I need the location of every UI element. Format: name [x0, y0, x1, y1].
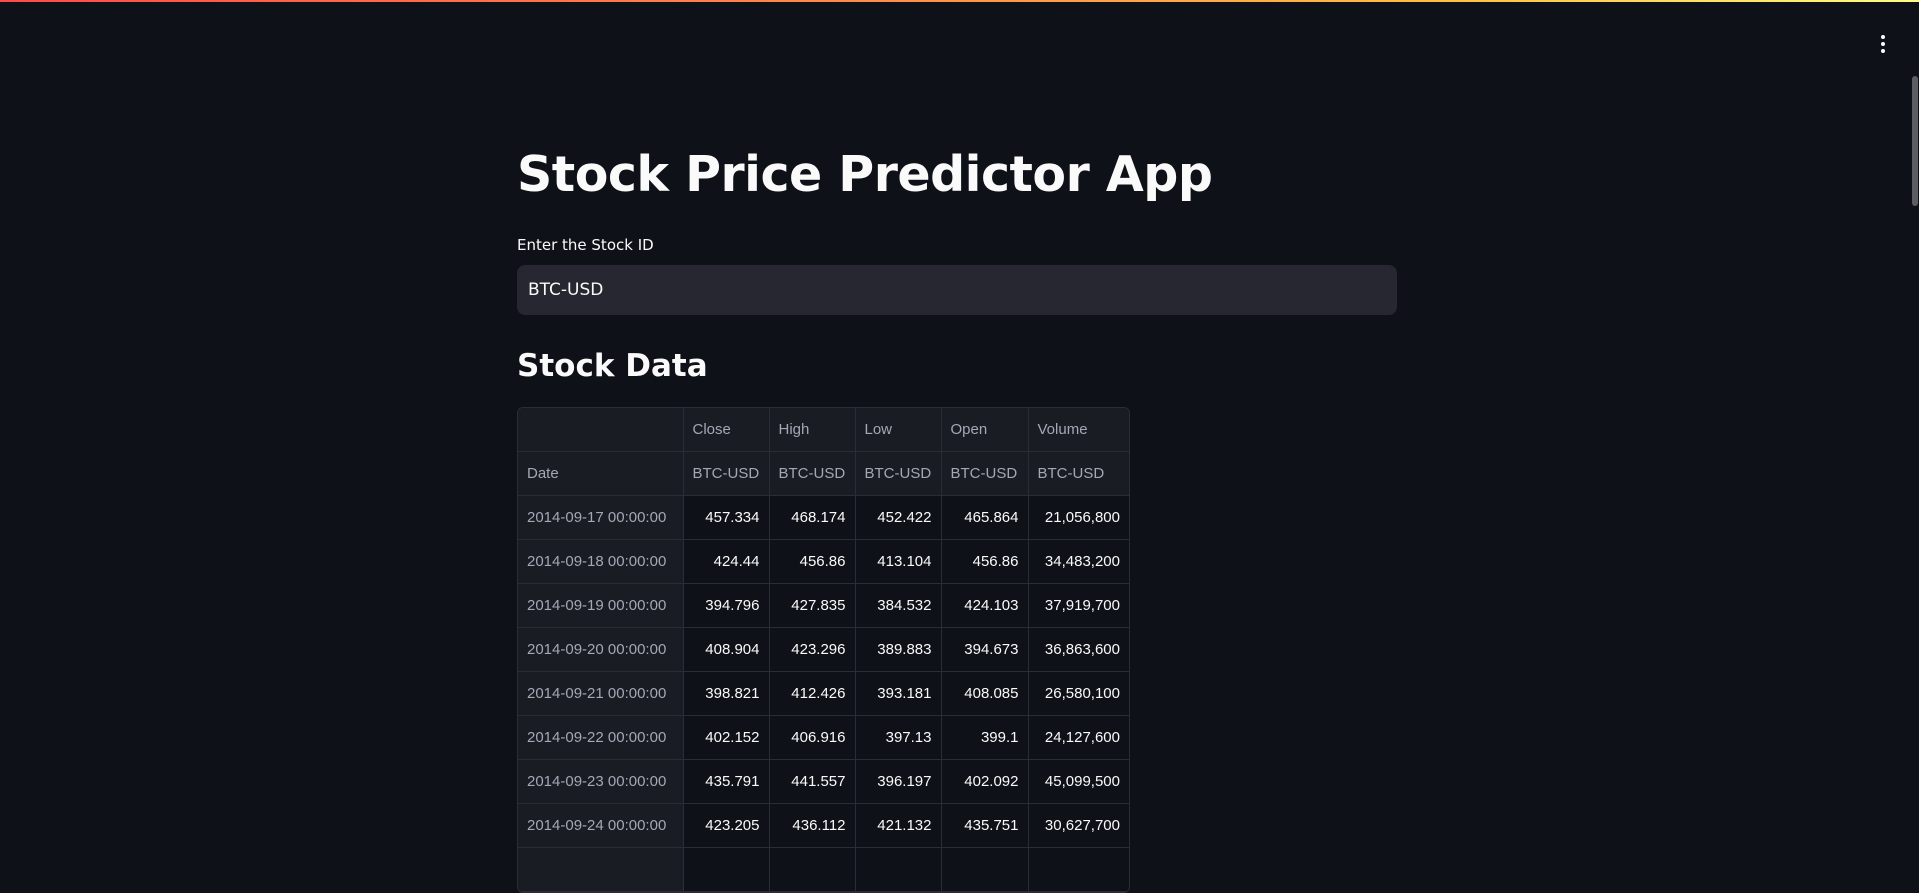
low-cell[interactable]: 452.422 [855, 495, 942, 540]
open-cell[interactable]: 456.86 [941, 539, 1029, 584]
stock-data-table[interactable]: Close High Low Open Volume Date BTC-USD … [517, 407, 1130, 893]
column-header-volume[interactable]: Volume [1028, 408, 1129, 452]
scrollbar-thumb[interactable] [1912, 76, 1918, 206]
table-row: 2014-09-20 00:00:00 408.904 423.296 389.… [518, 627, 1129, 672]
date-cell[interactable]: 2014-09-19 00:00:00 [518, 583, 684, 628]
date-cell[interactable]: 2014-09-18 00:00:00 [518, 539, 684, 584]
open-cell[interactable]: 424.103 [941, 583, 1029, 628]
high-cell[interactable]: 412.426 [769, 671, 856, 716]
close-cell[interactable]: 424.44 [683, 539, 770, 584]
high-cell[interactable]: 427.835 [769, 583, 856, 628]
low-cell[interactable]: 396.197 [855, 759, 942, 804]
menu-dot-icon [1881, 42, 1885, 46]
column-header-low[interactable]: Low [855, 408, 942, 452]
low-cell[interactable]: 389.883 [855, 627, 942, 672]
ticker-header-row: Date BTC-USD BTC-USD BTC-USD BTC-USD BTC… [518, 451, 1129, 496]
table-row: 2014-09-17 00:00:00 457.334 468.174 452.… [518, 495, 1129, 540]
high-cell[interactable]: 456.86 [769, 539, 856, 584]
high-cell[interactable]: 436.112 [769, 803, 856, 848]
volume-cell[interactable]: 45,099,500 [1028, 759, 1129, 804]
open-cell[interactable]: 394.673 [941, 627, 1029, 672]
main-menu-button[interactable] [1873, 30, 1893, 58]
volume-cell[interactable]: 34,483,200 [1028, 539, 1129, 584]
table-row: 2014-09-24 00:00:00 423.205 436.112 421.… [518, 803, 1129, 848]
date-cell[interactable]: 2014-09-20 00:00:00 [518, 627, 684, 672]
low-cell[interactable]: 413.104 [855, 539, 942, 584]
low-cell[interactable]: 397.13 [855, 715, 942, 760]
corner-header-cell [518, 408, 684, 452]
volume-cell[interactable]: 36,863,600 [1028, 627, 1129, 672]
date-cell[interactable]: 2014-09-24 00:00:00 [518, 803, 684, 848]
stock-id-input[interactable] [517, 265, 1397, 315]
date-cell[interactable] [518, 847, 684, 892]
open-cell[interactable]: 408.085 [941, 671, 1029, 716]
volume-cell[interactable]: 37,919,700 [1028, 583, 1129, 628]
stock-id-label: Enter the Stock ID [517, 236, 654, 254]
volume-cell[interactable] [1028, 847, 1129, 892]
menu-dot-icon [1881, 35, 1885, 39]
close-cell[interactable]: 423.205 [683, 803, 770, 848]
close-cell[interactable]: 435.791 [683, 759, 770, 804]
close-cell[interactable]: 408.904 [683, 627, 770, 672]
table-row [518, 847, 1129, 892]
close-cell[interactable]: 402.152 [683, 715, 770, 760]
close-cell[interactable]: 394.796 [683, 583, 770, 628]
table-row: 2014-09-19 00:00:00 394.796 427.835 384.… [518, 583, 1129, 628]
table-row: 2014-09-18 00:00:00 424.44 456.86 413.10… [518, 539, 1129, 584]
date-cell[interactable]: 2014-09-21 00:00:00 [518, 671, 684, 716]
low-cell[interactable]: 393.181 [855, 671, 942, 716]
high-cell[interactable]: 441.557 [769, 759, 856, 804]
open-cell[interactable]: 435.751 [941, 803, 1029, 848]
close-cell[interactable] [683, 847, 770, 892]
close-cell[interactable]: 457.334 [683, 495, 770, 540]
volume-cell[interactable]: 26,580,100 [1028, 671, 1129, 716]
date-cell[interactable]: 2014-09-17 00:00:00 [518, 495, 684, 540]
date-cell[interactable]: 2014-09-23 00:00:00 [518, 759, 684, 804]
table-row: 2014-09-22 00:00:00 402.152 406.916 397.… [518, 715, 1129, 760]
column-header-high[interactable]: High [769, 408, 856, 452]
ticker-header-cell[interactable]: BTC-USD [683, 451, 770, 496]
volume-cell[interactable]: 21,056,800 [1028, 495, 1129, 540]
table-row: 2014-09-21 00:00:00 398.821 412.426 393.… [518, 671, 1129, 716]
page-scrollbar[interactable] [1911, 0, 1919, 862]
low-cell[interactable] [855, 847, 942, 892]
stock-data-heading: Stock Data [517, 348, 708, 384]
volume-cell[interactable]: 24,127,600 [1028, 715, 1129, 760]
volume-cell[interactable]: 30,627,700 [1028, 803, 1129, 848]
low-cell[interactable]: 384.532 [855, 583, 942, 628]
menu-dot-icon [1881, 49, 1885, 53]
ticker-header-cell[interactable]: BTC-USD [1028, 451, 1129, 496]
high-cell[interactable]: 468.174 [769, 495, 856, 540]
column-header-row: Close High Low Open Volume [518, 408, 1129, 452]
column-header-open[interactable]: Open [941, 408, 1029, 452]
top-decoration-bar [0, 0, 1919, 2]
page-title: Stock Price Predictor App [517, 146, 1213, 203]
ticker-header-cell[interactable]: BTC-USD [855, 451, 942, 496]
open-cell[interactable]: 465.864 [941, 495, 1029, 540]
table-row: 2014-09-23 00:00:00 435.791 441.557 396.… [518, 759, 1129, 804]
ticker-header-cell[interactable]: BTC-USD [941, 451, 1029, 496]
open-cell[interactable] [941, 847, 1029, 892]
low-cell[interactable]: 421.132 [855, 803, 942, 848]
open-cell[interactable]: 399.1 [941, 715, 1029, 760]
high-cell[interactable]: 406.916 [769, 715, 856, 760]
date-cell[interactable]: 2014-09-22 00:00:00 [518, 715, 684, 760]
close-cell[interactable]: 398.821 [683, 671, 770, 716]
high-cell[interactable]: 423.296 [769, 627, 856, 672]
high-cell[interactable] [769, 847, 856, 892]
ticker-header-cell[interactable]: BTC-USD [769, 451, 856, 496]
index-header-date[interactable]: Date [518, 451, 684, 496]
column-header-close[interactable]: Close [683, 408, 770, 452]
open-cell[interactable]: 402.092 [941, 759, 1029, 804]
